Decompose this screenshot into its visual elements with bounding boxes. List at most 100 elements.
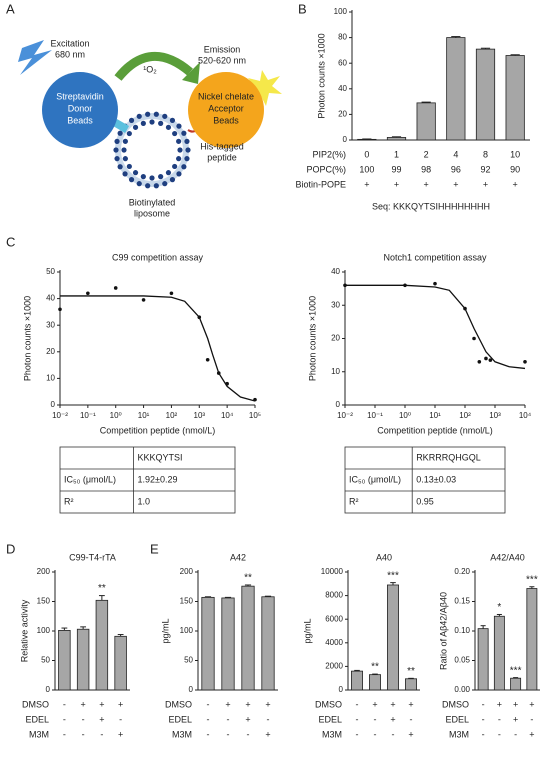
condition-label: EDEL <box>168 714 192 724</box>
y-tick-label: 0.15 <box>454 597 470 606</box>
error-bar <box>372 673 378 675</box>
donor-bead <box>42 72 118 148</box>
condition-cell: - <box>374 714 377 724</box>
error-bar <box>451 36 461 38</box>
data-point <box>523 359 527 364</box>
y-axis-label: pg/mL <box>160 618 170 643</box>
condition-label: DMSO <box>315 699 342 709</box>
y-tick-label: 0 <box>189 685 194 694</box>
condition-cell: - <box>374 729 377 739</box>
condition-cell: + <box>408 729 413 739</box>
condition-cell: + <box>225 699 230 709</box>
lipid-head <box>158 120 164 126</box>
emission-label: 520-620 nm <box>198 55 246 65</box>
x-tick-label: 10⁵ <box>249 411 261 420</box>
data-point <box>484 356 488 361</box>
y-tick-label: 30 <box>331 300 340 309</box>
bar <box>386 137 407 141</box>
y-tick-label: 2000 <box>325 662 343 671</box>
y-tick-label: 150 <box>37 597 51 606</box>
condition-cell: + <box>372 699 377 709</box>
error-bar <box>224 596 232 598</box>
bar <box>221 597 235 691</box>
lipid-head <box>121 147 127 153</box>
sequence-label: Seq: KKKQYTSIHHHHHHHH <box>372 201 490 211</box>
lipid-head <box>176 171 182 177</box>
singlet-oxygen-label: ¹O₂ <box>143 64 157 74</box>
y-axis-label: Ratio of Aβ42/Aβ40 <box>438 592 448 670</box>
condition-cell: 1 <box>394 149 399 159</box>
bar <box>58 630 71 691</box>
lipid-head <box>176 156 182 162</box>
lipid-head <box>122 156 128 162</box>
error-bar <box>244 584 252 587</box>
condition-cell: + <box>483 179 488 189</box>
panel-label: D <box>6 541 15 556</box>
chart-title: C99 competition assay <box>112 252 204 262</box>
error-bar <box>80 626 87 630</box>
excitation-bolt <box>18 40 52 75</box>
condition-label: DMSO <box>165 699 192 709</box>
error-bar <box>61 627 68 631</box>
condition-label: POPC(%) <box>306 164 346 174</box>
condition-cell: - <box>482 714 485 724</box>
y-axis-label: Photon counts ×1000 <box>22 296 32 381</box>
lipid-head <box>169 177 176 183</box>
lipid-head <box>149 119 155 125</box>
condition-cell: - <box>207 714 210 724</box>
error-bar <box>98 595 105 601</box>
y-tick-label: 0 <box>51 400 56 409</box>
condition-cell: + <box>265 699 270 709</box>
x-tick-label: 10² <box>166 411 178 420</box>
x-tick-label: 10⁰ <box>399 411 411 420</box>
y-tick-label: 80 <box>338 33 347 42</box>
arrow-head <box>182 62 200 84</box>
lipid-head <box>136 181 142 187</box>
condition-cell: + <box>529 729 534 739</box>
error-bar <box>264 595 272 597</box>
condition-cell: + <box>118 699 123 709</box>
table-cell: IC₅₀ (μmol/L) <box>349 474 401 484</box>
condition-cell: + <box>118 729 123 739</box>
condition-cell: 90 <box>510 164 520 174</box>
lipid-head <box>122 138 128 144</box>
condition-cell: - <box>498 714 501 724</box>
donor-label: Beads <box>67 115 93 125</box>
error-bar <box>204 596 212 598</box>
biotin-link <box>112 119 130 133</box>
condition-cell: - <box>63 699 66 709</box>
bar <box>261 596 275 691</box>
condition-cell: 10 <box>510 149 520 159</box>
x-tick-label: 10⁻¹ <box>80 411 96 420</box>
significance-label: ** <box>407 666 415 677</box>
lipid-head <box>145 111 151 117</box>
lipid-head <box>158 174 164 180</box>
bar <box>477 628 489 691</box>
table-border <box>59 446 236 514</box>
condition-cell: - <box>267 714 270 724</box>
lipid-head <box>176 138 182 144</box>
condition-cell: + <box>99 714 104 724</box>
data-point <box>488 358 493 362</box>
error-bar <box>496 613 502 617</box>
assay-diagram: Streptavidin Donor Beads Nickel chelate … <box>18 38 282 218</box>
condition-cell: 100 <box>359 164 374 174</box>
liposome-label: Biotinylated <box>129 197 176 207</box>
condition-cell: + <box>424 179 429 189</box>
y-tick-label: 150 <box>180 597 194 606</box>
table-cell: 0.13±0.03 <box>416 474 456 484</box>
panel-label: A <box>6 1 15 16</box>
y-tick-label: 0 <box>336 400 341 409</box>
error-bar <box>117 634 124 637</box>
lipid-head <box>145 183 151 189</box>
condition-cell: - <box>530 714 533 724</box>
error-bar <box>391 136 402 138</box>
panel-label: C <box>6 234 15 249</box>
lipid-head <box>169 117 176 123</box>
condition-label: DMSO <box>442 699 469 709</box>
lipid-head <box>185 147 191 153</box>
fit-curve <box>345 284 526 370</box>
y-tick-label: 40 <box>331 267 340 276</box>
condition-cell: 2 <box>424 149 429 159</box>
peptide-label: His-tagged <box>200 141 244 151</box>
